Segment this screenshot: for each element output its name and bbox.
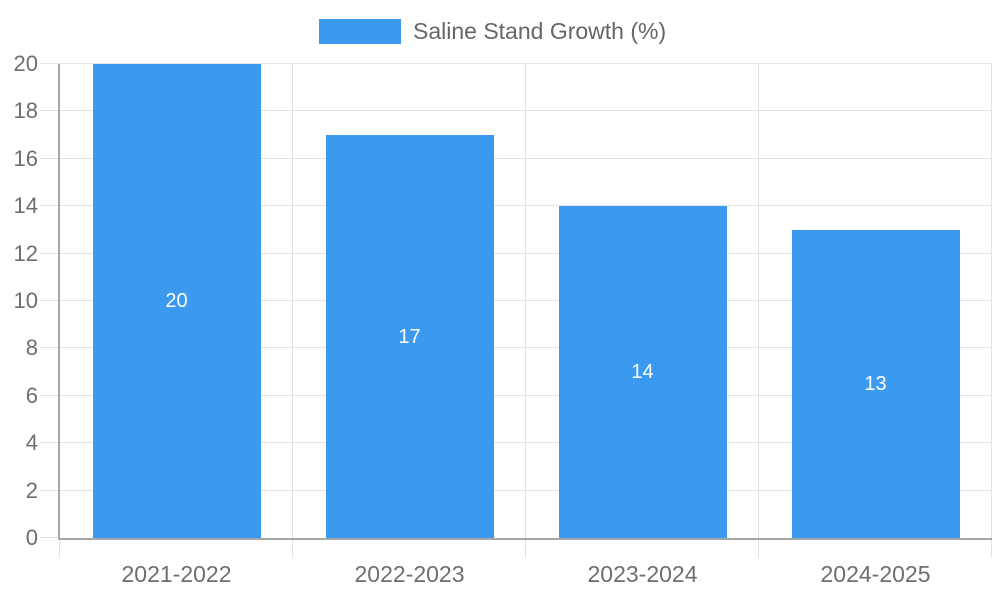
- y-tick-label: 6: [25, 382, 38, 408]
- y-tick-label: 20: [13, 51, 38, 76]
- h-gridline: [60, 63, 992, 64]
- y-tick-mark: [40, 300, 59, 301]
- x-tick-mark: [991, 540, 992, 558]
- x-tick-mark: [525, 540, 526, 558]
- h-gridline: [60, 205, 992, 207]
- h-gridline: [60, 489, 992, 491]
- y-tick-mark: [40, 110, 59, 112]
- y-tick-label: 2: [25, 477, 38, 503]
- bar-value-label: 14: [631, 361, 654, 384]
- bar-value-label: 13: [864, 372, 887, 395]
- y-axis-line: [58, 64, 60, 540]
- bar-2022-2023[interactable]: [325, 135, 494, 538]
- y-tick-mark: [40, 347, 59, 349]
- y-tick-label: 18: [13, 98, 38, 124]
- x-tick-label: 2022-2023: [354, 561, 465, 587]
- bar-value-label: 20: [165, 290, 188, 312]
- legend-label: Saline Stand Growth (%): [413, 18, 667, 44]
- x-tick-mark: [59, 540, 60, 558]
- y-tick-mark: [40, 442, 59, 444]
- v-gridline: [292, 64, 293, 538]
- bar-2023-2024[interactable]: [558, 206, 727, 538]
- h-gridline: [60, 157, 992, 159]
- bar-2021-2022[interactable]: [92, 64, 261, 538]
- y-tick-mark: [40, 489, 59, 491]
- h-gridline: [60, 252, 992, 254]
- x-tick-label: 2023-2024: [587, 561, 698, 587]
- y-tick-label: 12: [13, 240, 38, 266]
- v-gridline: [991, 64, 992, 538]
- bar-2024-2025[interactable]: [791, 229, 960, 538]
- v-gridline: [525, 64, 526, 538]
- legend-color-swatch: [319, 19, 401, 44]
- x-tick-label: 2024-2025: [820, 561, 931, 587]
- y-tick-label: 4: [25, 430, 38, 456]
- y-tick-label: 14: [13, 193, 38, 219]
- v-gridline: [758, 64, 759, 538]
- x-tick-mark: [292, 540, 293, 558]
- y-tick-label: 8: [25, 335, 38, 361]
- h-gridline: [60, 394, 992, 396]
- y-tick-mark: [40, 394, 59, 396]
- bar-value-label: 17: [398, 325, 421, 348]
- y-tick-mark: [40, 157, 59, 159]
- y-tick-label: 0: [25, 525, 38, 550]
- y-tick-mark: [40, 252, 59, 254]
- y-tick-mark: [40, 63, 59, 64]
- y-tick-mark: [40, 537, 59, 538]
- y-tick-label: 10: [13, 288, 38, 313]
- x-tick-label: 2021-2022: [121, 561, 232, 587]
- y-tick-label: 16: [13, 145, 38, 171]
- h-gridline: [60, 300, 992, 301]
- h-gridline: [60, 110, 992, 112]
- h-gridline: [60, 442, 992, 444]
- x-tick-mark: [758, 540, 759, 558]
- y-tick-mark: [40, 205, 59, 207]
- h-gridline: [60, 347, 992, 349]
- chart-legend[interactable]: Saline Stand Growth (%): [319, 19, 666, 44]
- x-axis-line: [58, 538, 992, 540]
